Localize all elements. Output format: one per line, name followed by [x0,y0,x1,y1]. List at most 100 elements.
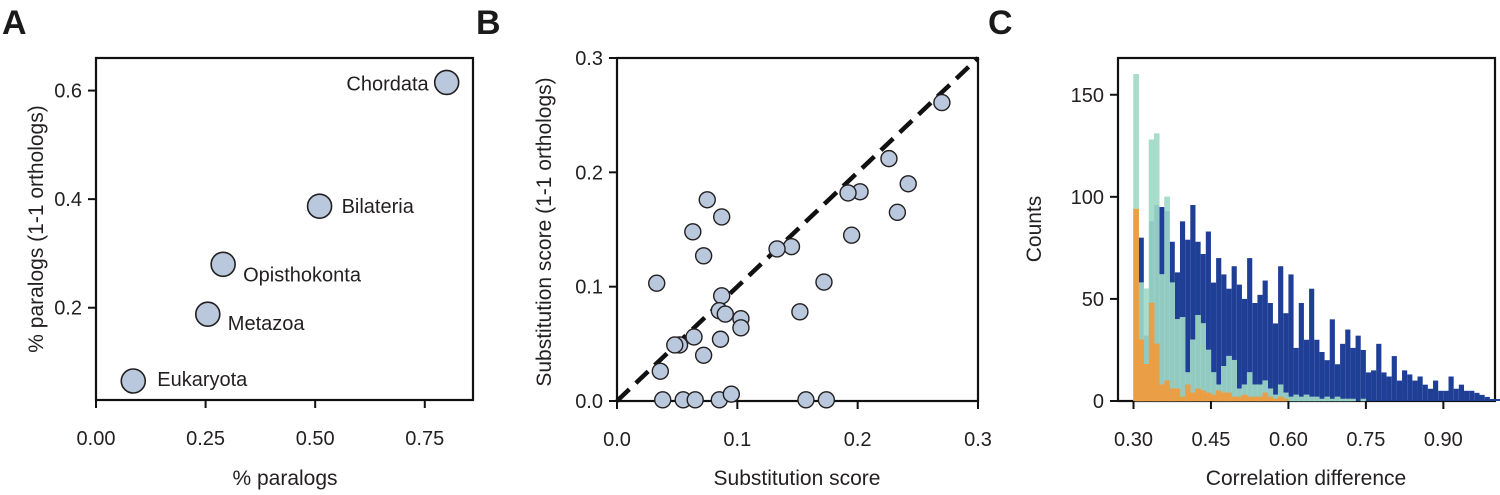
hist-bar-blue [1381,372,1387,401]
panel-b-points [648,93,951,409]
hist-bar-orange [1246,396,1253,402]
hist-bar-orange [1215,390,1222,402]
hist-bar-blue [1236,284,1242,401]
panel-a-x-tick-label: 0.75 [405,428,444,450]
hist-bar-teal [1195,315,1201,402]
panel-c-y-tick-label: 150 [1071,85,1104,107]
hist-bar-orange [1138,339,1145,402]
hist-bar-teal [1164,196,1170,402]
hist-bar-orange [1277,396,1284,402]
hist-bar-teal [1360,398,1367,402]
hist-bar-orange [1205,392,1212,402]
hist-bar-teal [1350,398,1356,402]
hist-bar-blue [1283,313,1289,401]
hist-bar-blue [1376,343,1382,401]
hist-bar-blue [1334,364,1341,401]
panel-b-x-tick-label: 0.3 [964,429,992,451]
point-eukaryota [120,368,147,394]
scatter-point [732,319,750,337]
hist-bar-teal [1329,398,1336,402]
hist-bar-blue [1495,398,1500,401]
panel-a-y-tick-label: 0.6 [54,81,82,103]
hist-bar-teal [1298,396,1305,402]
point-label-eukaryota: Eukaryota [157,369,248,391]
scatter-point [782,237,801,256]
hist-bar-orange [1283,398,1289,402]
hist-bar-blue [1267,303,1273,401]
hist-bar-blue [1324,360,1330,401]
panel-b-ticks: 0.0 0.1 0.2 0.3 0.0 0.1 0.2 0.3 [575,48,992,451]
hist-bar-blue [1412,380,1418,401]
hist-bar-blue [1241,298,1248,401]
hist-bar-teal [1303,394,1310,402]
scatter-point [712,287,731,305]
point-chordata [433,69,460,96]
scatter-point [815,273,833,291]
hist-bar-blue [1293,347,1299,401]
hist-bar-blue [1216,258,1222,401]
point-label-metazoa: Metazoa [228,313,306,335]
panel-c: C 0.30 0.45 0.60 0.75 0.90 0 50 100 150 Correlat… [988,4,1500,490]
hist-bar-orange [1190,392,1196,402]
panel-a-letter: A [2,4,27,42]
panel-a-x-tick-label: 0.00 [77,428,116,450]
panel-c-x-tick-label: 0.30 [1114,429,1153,451]
hist-bar-blue [1427,388,1434,401]
panel-b-y-tick-label: 0.0 [575,391,603,413]
panel-c-x-tick-label: 0.45 [1191,429,1230,451]
scatter-point [651,362,670,380]
scatter-point [880,149,898,168]
hist-bar-orange [1184,384,1191,402]
panel-b-x-tick-label: 0.0 [603,429,631,451]
scatter-point [933,93,951,112]
hist-bar-blue [1179,221,1186,401]
scatter-point [694,346,713,364]
panel-a-x-label: % paralogs [232,467,337,490]
scatter-point [686,391,704,409]
hist-bar-blue [1407,374,1413,401]
hist-bar-blue [1288,274,1294,401]
scatter-point [712,208,731,226]
hist-bar-blue [1360,349,1366,401]
hist-bar-teal [1339,398,1346,402]
scatter-point [839,184,857,202]
panel-c-x-tick-label: 0.60 [1269,429,1308,451]
scatter-point [685,328,703,346]
hist-bar-orange [1267,396,1274,402]
hist-bar-teal [1308,396,1315,402]
panel-c-y-tick-label: 100 [1071,187,1104,209]
hist-bar-blue [1272,323,1279,401]
panel-a-x-tick-label: 0.50 [296,428,335,450]
hist-bar-blue [1340,343,1346,401]
hist-bar-teal [1314,396,1320,402]
hist-bar-blue [1298,303,1304,401]
hist-bar-orange [1148,302,1155,402]
panel-b-letter: B [476,4,501,42]
panel-c-bars [1133,74,1500,402]
hist-bar-blue [1443,390,1449,401]
hist-bar-blue [1314,339,1320,401]
hist-bar-teal [1159,274,1165,402]
hist-bar-orange [1164,380,1170,402]
hist-bar-teal [1190,339,1196,402]
hist-bar-blue [1484,396,1490,401]
hist-bar-orange [1262,392,1268,402]
hist-bar-blue [1422,384,1428,401]
panel-b-x-label: Substitution score [714,467,881,490]
panel-c-letter: C [988,4,1013,42]
hist-bar-orange [1236,396,1243,402]
panel-b-y-tick-label: 0.2 [575,162,603,184]
point-bilateria [306,193,333,219]
hist-bar-orange [1210,394,1217,402]
hist-bar-blue [1396,380,1403,401]
hist-bar-orange [1179,396,1186,402]
hist-bar-orange [1159,384,1165,402]
hist-bar-blue [1479,394,1485,401]
hist-bar-blue [1402,370,1408,401]
scatter-point [666,336,684,354]
scatter-point [722,385,741,403]
hist-bar-blue [1386,376,1392,401]
hist-bar-blue [1433,380,1439,401]
point-label-bilateria: Bilateria [342,196,415,218]
hist-bar-blue [1474,392,1480,401]
